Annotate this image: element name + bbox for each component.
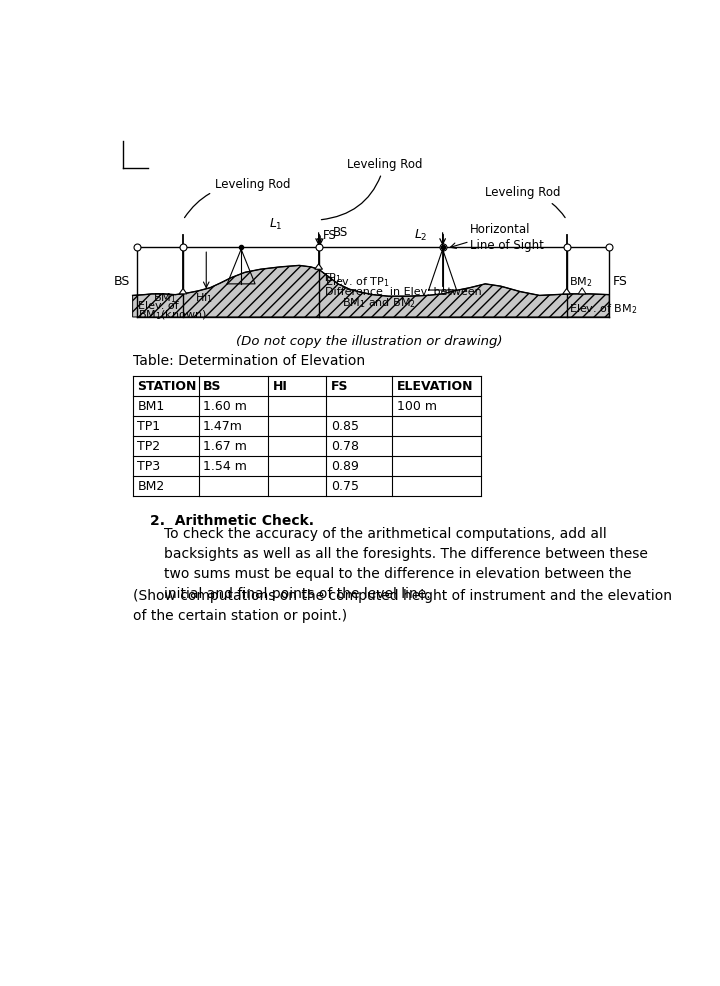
Text: 0.89: 0.89	[331, 459, 359, 473]
Text: Leveling Rod: Leveling Rod	[321, 158, 422, 220]
Text: 1.54 m: 1.54 m	[203, 459, 247, 473]
Text: 1.67 m: 1.67 m	[203, 440, 247, 453]
Text: BS: BS	[333, 226, 348, 239]
Text: BM$_1$ and BM$_2$: BM$_1$ and BM$_2$	[342, 296, 416, 310]
Text: 1.60 m: 1.60 m	[203, 399, 247, 413]
Text: $L_1$: $L_1$	[269, 217, 283, 232]
Text: STATION: STATION	[138, 380, 197, 392]
Text: ELEVATION: ELEVATION	[397, 380, 474, 392]
Text: HI$_1$: HI$_1$	[194, 291, 212, 305]
Text: 0.78: 0.78	[331, 440, 359, 453]
Text: BM1: BM1	[138, 399, 165, 413]
Text: TP1: TP1	[138, 420, 161, 433]
Polygon shape	[578, 288, 586, 294]
Text: BM$_1$(known): BM$_1$(known)	[138, 309, 207, 322]
Text: FS: FS	[613, 275, 628, 288]
Polygon shape	[563, 289, 570, 294]
Text: (Show computations on the computed height of instrument and the elevation
of the: (Show computations on the computed heigh…	[132, 589, 672, 623]
Text: Difference  in Elev. between: Difference in Elev. between	[325, 287, 482, 298]
Text: FS: FS	[323, 229, 336, 242]
Text: 1.47m: 1.47m	[203, 420, 243, 433]
Text: TP$_1$: TP$_1$	[323, 271, 342, 285]
Text: TP2: TP2	[138, 440, 161, 453]
Text: TP3: TP3	[138, 459, 161, 473]
Text: Leveling Rod: Leveling Rod	[184, 178, 290, 218]
Polygon shape	[179, 289, 187, 294]
Text: HI: HI	[273, 380, 288, 392]
Text: BS: BS	[203, 380, 222, 392]
Polygon shape	[132, 265, 609, 317]
Text: 0.85: 0.85	[331, 420, 359, 433]
Text: BS: BS	[114, 275, 130, 288]
Text: 100 m: 100 m	[397, 399, 437, 413]
Text: BM$_2$: BM$_2$	[569, 275, 593, 289]
Text: Table: Determination of Elevation: Table: Determination of Elevation	[132, 354, 365, 368]
Text: Elev. of BM$_2$: Elev. of BM$_2$	[569, 303, 637, 317]
Text: Leveling Rod: Leveling Rod	[485, 186, 565, 218]
Text: Elev. of: Elev. of	[138, 301, 179, 312]
Text: (Do not copy the illustration or drawing): (Do not copy the illustration or drawing…	[235, 335, 503, 348]
Polygon shape	[315, 264, 323, 269]
Text: To check the accuracy of the arithmetical computations, add all
backsights as we: To check the accuracy of the arithmetica…	[163, 528, 647, 601]
Text: FS: FS	[331, 380, 348, 392]
Text: Elev. of TP$_1$: Elev. of TP$_1$	[325, 275, 390, 289]
Text: 2.  Arithmetic Check.: 2. Arithmetic Check.	[150, 514, 315, 528]
Text: $L_2$: $L_2$	[414, 228, 428, 243]
Text: BM$_1$: BM$_1$	[153, 291, 177, 305]
Text: 0.75: 0.75	[331, 480, 359, 493]
Text: Horizontal
Line of Sight: Horizontal Line of Sight	[469, 223, 544, 252]
Text: BM2: BM2	[138, 480, 165, 493]
